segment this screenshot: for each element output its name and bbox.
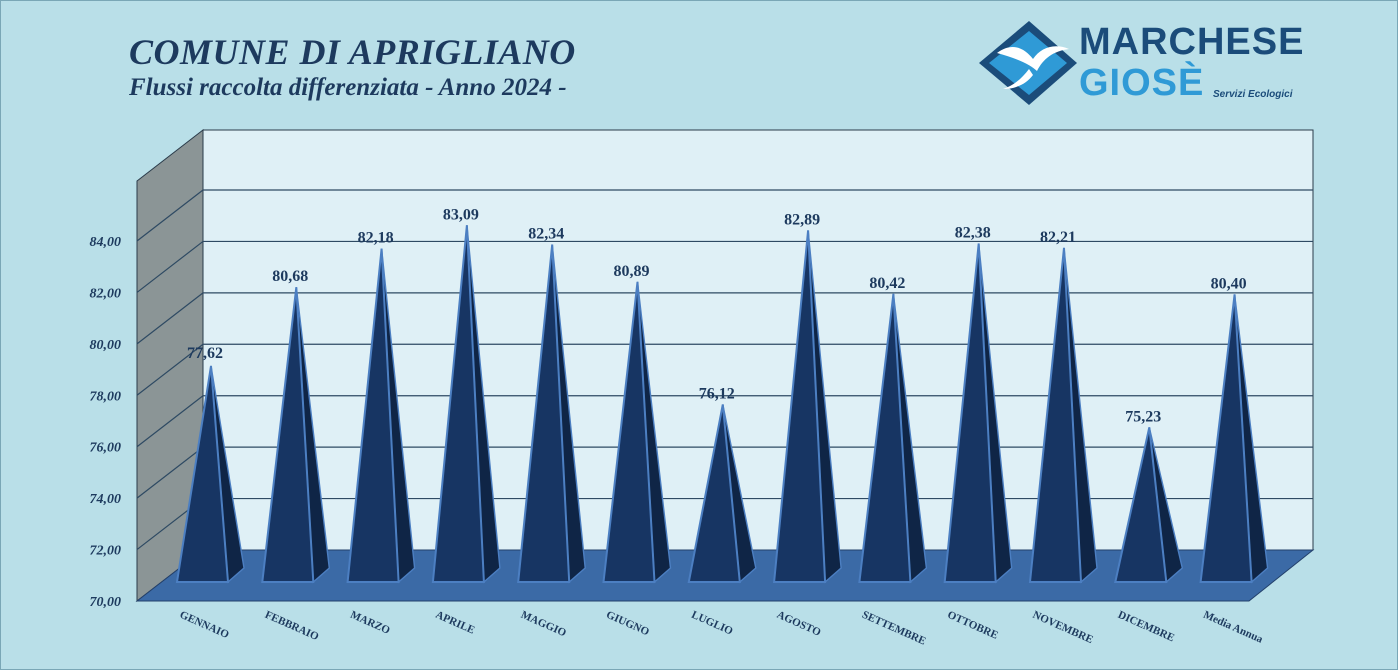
pyramid-bar [772, 230, 842, 584]
pyramid-front-face [517, 244, 571, 583]
company-logo: MARCHESE GIOSÈ Servizi Ecologici [973, 19, 1318, 109]
pyramid-bar [261, 287, 331, 584]
pyramid-front-face [1199, 294, 1253, 583]
y-tick-label: 70,00 [90, 595, 122, 610]
data-label: 82,18 [358, 230, 394, 247]
pyramid-front-face [175, 365, 230, 583]
x-tick-label: FEBBRAIO [263, 609, 321, 644]
data-label: 80,40 [1211, 275, 1247, 292]
data-label: 83,09 [443, 206, 479, 223]
x-tick-label: DICEMBRE [1116, 609, 1176, 645]
x-tick-label: MAGGIO [519, 609, 568, 640]
y-tick-label: 84,00 [90, 235, 122, 250]
y-tick-label: 76,00 [90, 441, 122, 456]
pyramid-front-face [687, 404, 741, 583]
x-tick-label: NOVEMBRE [1031, 609, 1095, 646]
pyramid-bar [346, 248, 416, 584]
pyramid-front-face [602, 281, 656, 583]
x-tick-label: GENNAIO [178, 609, 231, 642]
gridline-side [136, 343, 204, 396]
y-tick-label: 82,00 [90, 286, 122, 301]
pyramid-bar [858, 293, 928, 584]
x-tick-label: GIUGNO [604, 609, 651, 639]
pyramid-front-face [943, 243, 997, 583]
seagull-diamond-icon [979, 21, 1077, 105]
x-tick-label: LUGLIO [690, 609, 735, 638]
pyramid-bar [1199, 294, 1269, 584]
y-tick-label: 78,00 [90, 389, 122, 404]
y-tick-label: 74,00 [90, 492, 122, 507]
data-label: 75,23 [1125, 408, 1161, 425]
pyramid-bar [1114, 427, 1184, 584]
x-tick-label: MARZO [348, 609, 392, 637]
data-label: 77,62 [187, 345, 223, 362]
pyramid-bar [175, 365, 245, 584]
pyramid-bar [943, 243, 1013, 584]
pyramid-front-face [346, 248, 400, 583]
gridline-side [136, 292, 204, 345]
x-tick-label: Media Annua [1201, 609, 1265, 646]
pyramid-front-face [858, 293, 912, 583]
pyramid-front-face [261, 287, 315, 583]
data-label: 80,68 [272, 268, 308, 285]
gridline-side [136, 240, 204, 293]
data-label: 76,12 [699, 385, 735, 402]
pyramid-front-face [1028, 247, 1083, 583]
gridline-side [136, 395, 204, 448]
pyramid-front-face [431, 225, 485, 583]
pyramid-front-face [772, 230, 827, 583]
x-tick-label: OTTOBRE [945, 609, 999, 642]
pyramid-bar [517, 244, 586, 584]
x-tick-label: SETTEMBRE [860, 609, 927, 648]
y-tick-label: 80,00 [90, 338, 122, 353]
chart-subtitle: Flussi raccolta differenziata - Anno 202… [129, 74, 567, 101]
gridline-side [136, 189, 204, 242]
data-label: 82,89 [784, 211, 820, 228]
pyramid-bar [687, 404, 757, 584]
x-tick-label: AGOSTO [775, 609, 823, 639]
data-label: 82,38 [955, 225, 991, 242]
gridline-side [136, 446, 204, 499]
data-label: 80,42 [869, 275, 905, 292]
pyramid-bar [602, 281, 672, 584]
pyramid-front-face [1114, 427, 1168, 583]
x-tick-label: APRILE [434, 609, 477, 637]
data-label: 82,21 [1040, 229, 1076, 246]
pyramid-bar [431, 225, 501, 584]
logo-text-line2: GIOSÈ [1079, 62, 1205, 104]
data-label: 82,34 [528, 226, 564, 243]
chart-title: COMUNE DI APRIGLIANO [129, 32, 576, 72]
data-label: 80,89 [614, 263, 650, 280]
logo-tagline: Servizi Ecologici [1213, 89, 1293, 100]
title-block: COMUNE DI APRIGLIANO Flussi raccolta dif… [129, 31, 576, 103]
logo-text-line1: MARCHESE [1079, 21, 1305, 63]
pyramid-bar [1028, 247, 1098, 584]
y-tick-label: 72,00 [90, 544, 122, 559]
